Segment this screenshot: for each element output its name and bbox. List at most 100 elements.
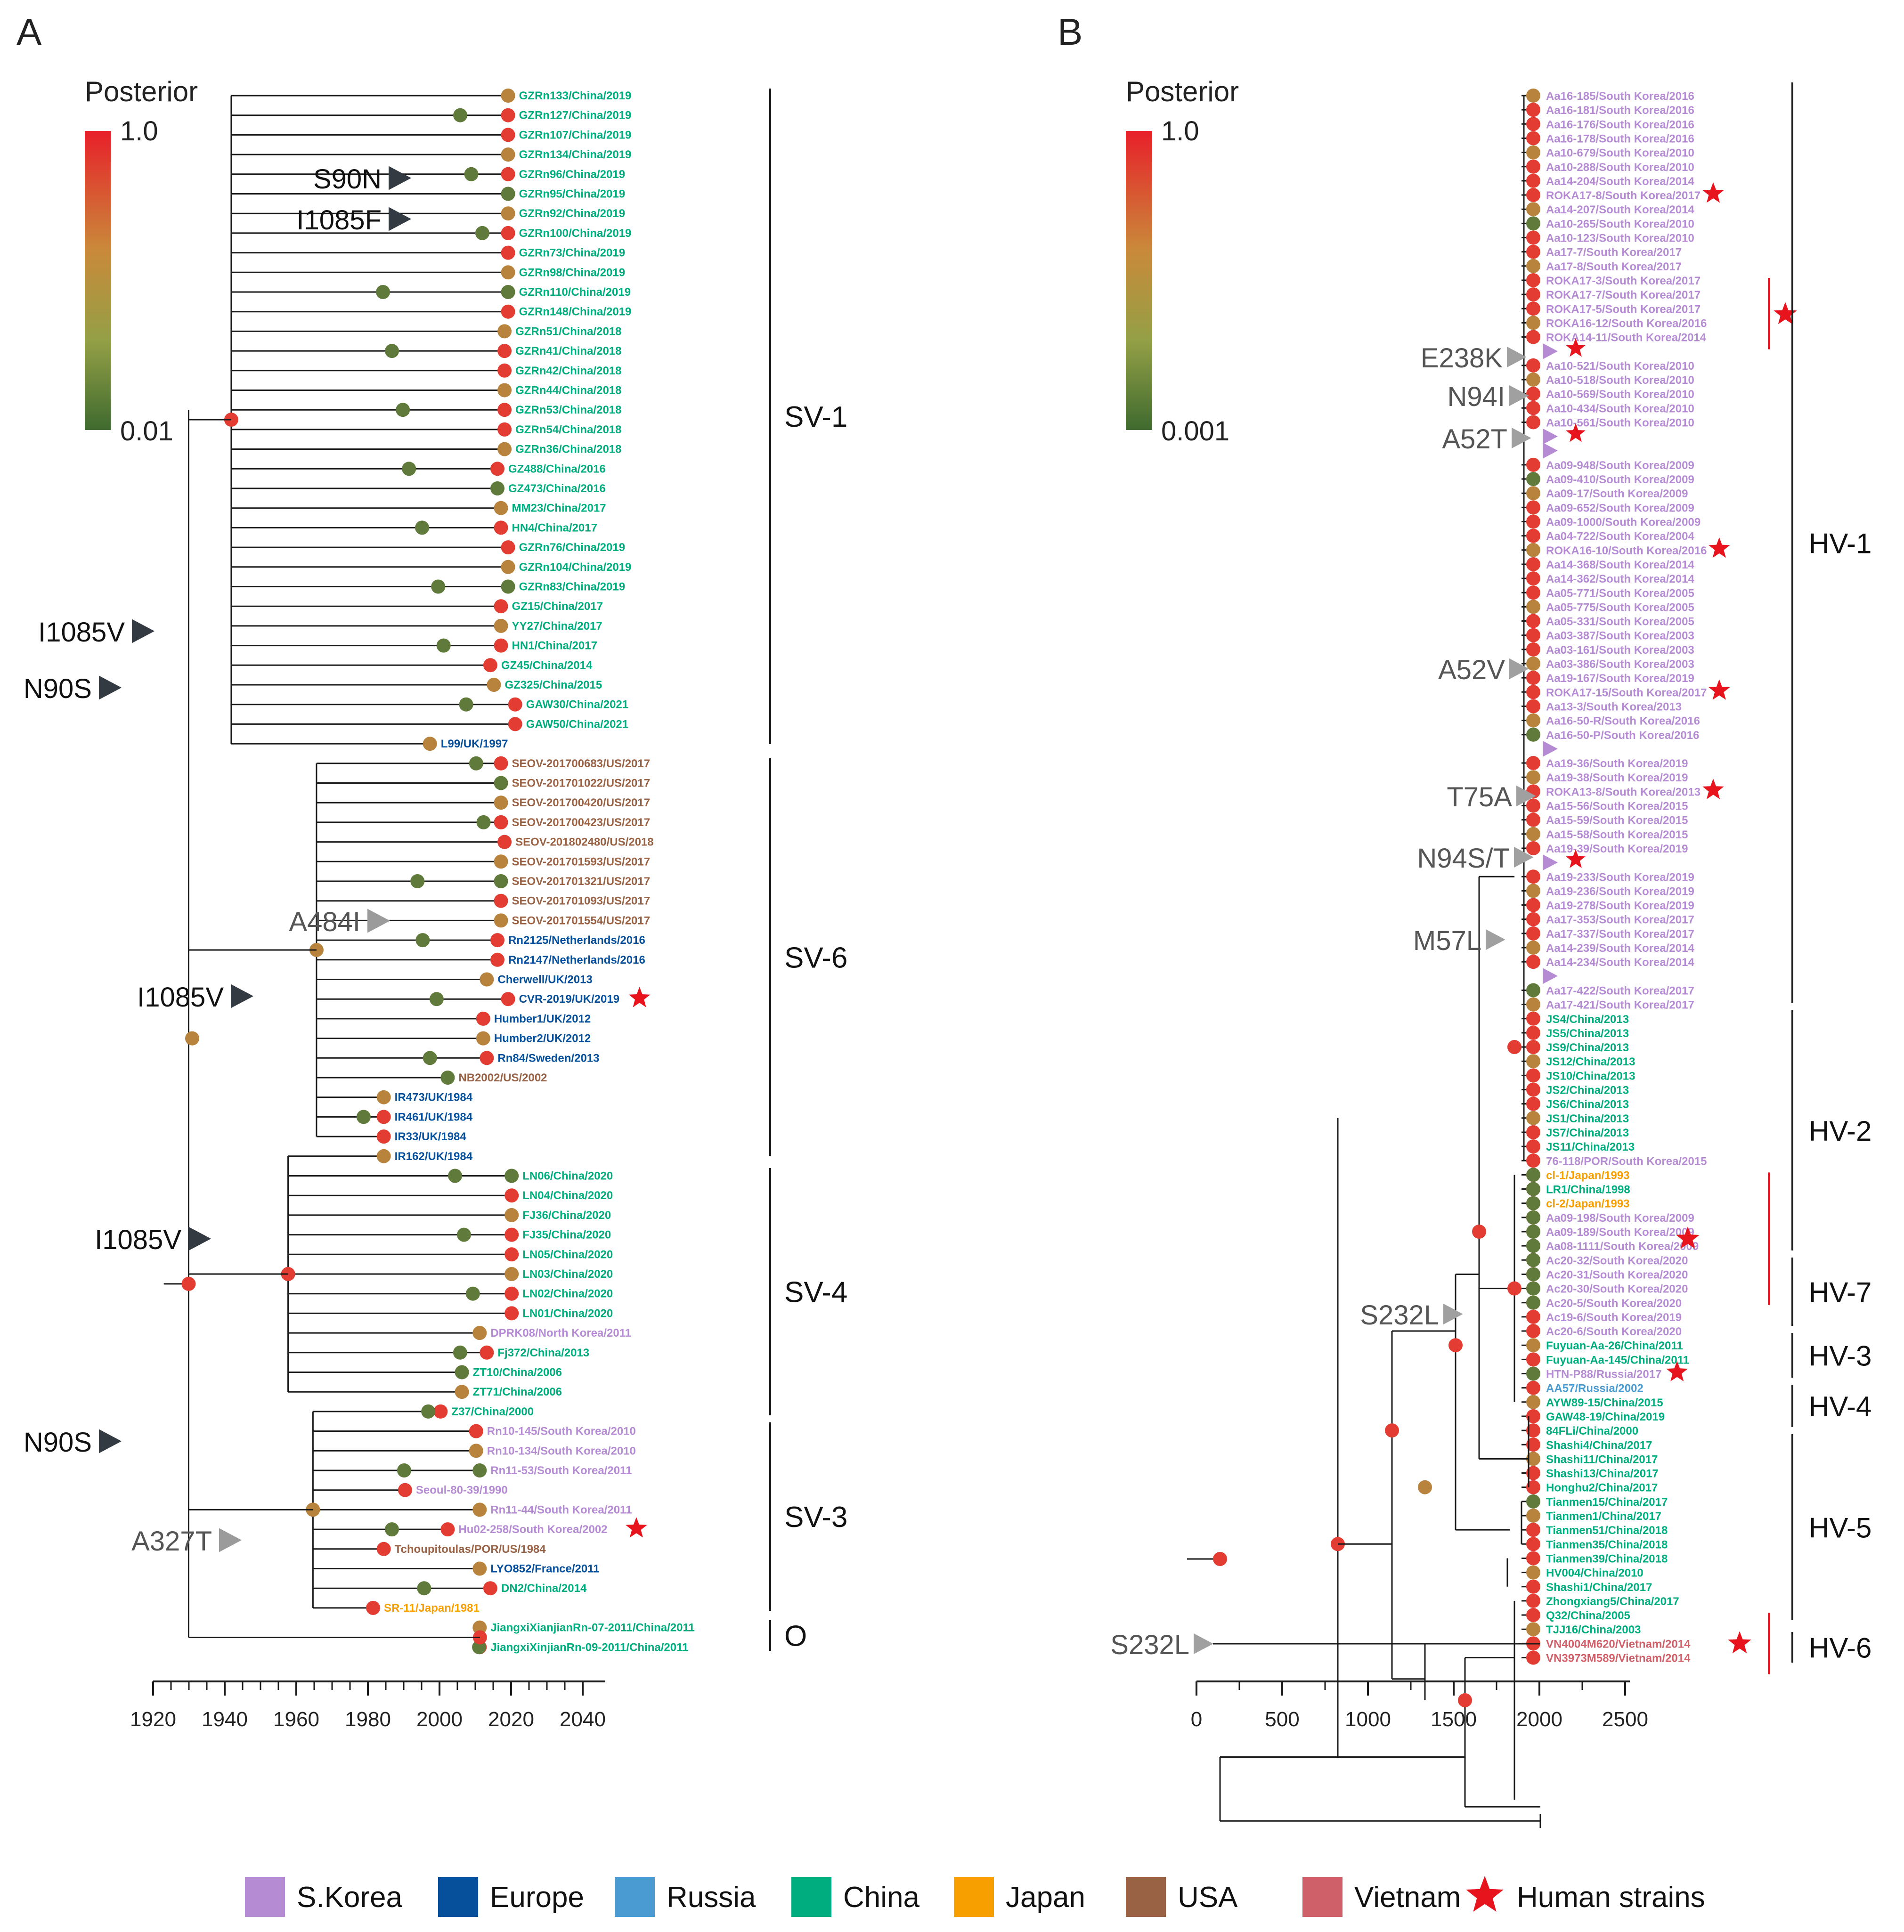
posterior-node: [1526, 1168, 1540, 1182]
human-strain-star: [628, 987, 651, 1007]
tip-label-0: GZRn133/China/2019: [519, 89, 632, 102]
tip-label-43: Rn2125/Netherlands/2016: [508, 934, 645, 947]
axis-tick-label-3: 1980: [345, 1708, 391, 1731]
tip-label-69: Rn10-134/South Korea/2010: [487, 1445, 636, 1457]
posterior-node: [1526, 330, 1540, 344]
posterior-node: [501, 540, 515, 555]
posterior-node: [1526, 1423, 1540, 1438]
tip-label-80: Aa09-189/South Korea/2009: [1546, 1226, 1694, 1239]
tip-label-51: Aa15-59/South Korea/2015: [1546, 814, 1688, 827]
tip-label-6: GZRn92/China/2019: [519, 207, 625, 220]
tip-label-20: GZ473/China/2016: [508, 482, 606, 495]
posterior-node: [1526, 1225, 1540, 1239]
posterior-node: [501, 226, 515, 240]
tip-label-2: Aa16-176/South Korea/2016: [1546, 118, 1694, 131]
tip-label-72: Rn11-44/South Korea/2011: [490, 1503, 632, 1516]
posterior-node: [410, 874, 425, 888]
human-strain-star: [1566, 423, 1586, 442]
posterior-node: [1526, 1210, 1540, 1225]
tip-label-60: LN03/China/2020: [522, 1268, 613, 1281]
tip-label-37: Aa05-331/South Korea/2005: [1546, 616, 1694, 628]
tip-label-26: Aa09-948/South Korea/2009: [1546, 459, 1694, 472]
legend-label-0: S.Korea: [297, 1881, 403, 1914]
panel-a-legend-min: 0.01: [120, 416, 173, 446]
posterior-node: [1526, 1309, 1540, 1324]
posterior-node: [433, 1404, 448, 1419]
posterior-node: [456, 1227, 471, 1242]
posterior-node: [1526, 1395, 1540, 1409]
tip-label-31: GAW30/China/2021: [526, 698, 628, 711]
tip-label-17: GZRn54/China/2018: [515, 423, 621, 436]
collapsed-clade-18: [1543, 343, 1558, 359]
posterior-node: [1526, 997, 1540, 1012]
human-strain-star: [1666, 1361, 1688, 1381]
tip-label-104: HV004/China/2010: [1546, 1567, 1644, 1580]
posterior-node: [1526, 1537, 1540, 1551]
posterior-node: [1526, 1125, 1540, 1139]
posterior-node: [1526, 387, 1540, 401]
posterior-node: [497, 442, 512, 456]
posterior-node: [501, 147, 515, 162]
posterior-node: [423, 737, 437, 751]
tip-label-75: LYO852/France/2011: [490, 1563, 599, 1575]
region-legend: S.Korea Europe Russia China Japan USA Vietnam H…: [245, 1876, 1705, 1917]
posterior-node: [480, 1051, 494, 1065]
tip-label-43: Aa13-3/South Korea/2013: [1546, 700, 1682, 713]
mutation-marker-5: [231, 984, 253, 1008]
posterior-node: [501, 579, 515, 594]
posterior-node: [476, 815, 491, 829]
legend-label-1: Europe: [490, 1881, 584, 1914]
posterior-node: [1526, 941, 1540, 955]
panel-b-legend-title: Posterior: [1126, 76, 1239, 107]
posterior-node: [497, 324, 512, 339]
posterior-node: [415, 933, 430, 948]
tip-label-35: SEOV-201701022/US/2017: [512, 777, 651, 790]
posterior-node: [1458, 1693, 1472, 1707]
posterior-node: [469, 1424, 483, 1438]
tip-label-9: GZRn98/China/2019: [519, 266, 625, 279]
posterior-node: [1448, 1338, 1463, 1353]
tip-label-4: Aa10-679/South Korea/2010: [1546, 147, 1694, 160]
tip-label-56: Aa19-236/South Korea/2019: [1546, 885, 1694, 898]
tip-label-45: Cherwell/UK/2013: [497, 974, 592, 986]
tip-label-48: Aa19-38/South Korea/2019: [1546, 771, 1688, 784]
human-strain-star: [1566, 338, 1586, 357]
tip-label-39: Aa03-161/South Korea/2003: [1546, 644, 1694, 657]
mutation-marker-8: [1194, 1633, 1213, 1655]
mutation-marker-0: [389, 166, 411, 190]
mutation-marker-1: [1509, 385, 1529, 406]
tip-label-8: GZRn73/China/2019: [519, 247, 625, 260]
tip-label-87: Ac20-6/South Korea/2020: [1546, 1325, 1682, 1338]
tip-label-97: Shashi13/China/2017: [1546, 1468, 1659, 1480]
posterior-node: [494, 796, 508, 810]
tip-label-102: Tianmen35/China/2018: [1546, 1538, 1668, 1551]
posterior-node: [415, 520, 430, 535]
tip-label-76: cl-1/Japan/1993: [1546, 1169, 1629, 1182]
posterior-node: [1526, 685, 1540, 699]
posterior-node: [1526, 1509, 1540, 1523]
posterior-node: [504, 1286, 519, 1301]
clade-label-3: HV-3: [1809, 1340, 1871, 1372]
tip-label-101: Tianmen51/China/2018: [1546, 1524, 1668, 1537]
human-strain-star: [1702, 779, 1724, 799]
posterior-node: [1526, 1480, 1540, 1494]
tip-label-75: 76-118/POR/South Korea/2015: [1546, 1155, 1707, 1168]
posterior-node: [501, 128, 515, 142]
mutation-label-4: A484I: [289, 907, 360, 937]
tip-label-32: ROKA16-10/South Korea/2016: [1546, 544, 1707, 557]
posterior-node: [497, 363, 512, 378]
axis-tick-label-1: 1940: [202, 1708, 248, 1731]
tip-label-36: Aa05-775/South Korea/2005: [1546, 601, 1694, 614]
tip-label-10: GZRn110/China/2019: [519, 286, 631, 299]
tip-label-9: Aa10-265/South Korea/2010: [1546, 218, 1694, 230]
posterior-node: [436, 638, 451, 653]
panel-b-legend-max: 1.0: [1161, 116, 1199, 146]
mutation-label-7: S232L: [1360, 1300, 1439, 1331]
tip-label-45: Aa16-50-P/South Korea/2016: [1546, 729, 1699, 742]
human-strain-star: [1676, 1226, 1700, 1249]
legend-swatch-5: [1126, 1877, 1166, 1917]
posterior-node: [501, 285, 515, 299]
tip-label-58: Aa17-353/South Korea/2017: [1546, 914, 1694, 926]
tip-label-19: GZ488/China/2016: [508, 463, 606, 475]
tip-label-106: Zhongxiang5/China/2017: [1546, 1595, 1679, 1608]
